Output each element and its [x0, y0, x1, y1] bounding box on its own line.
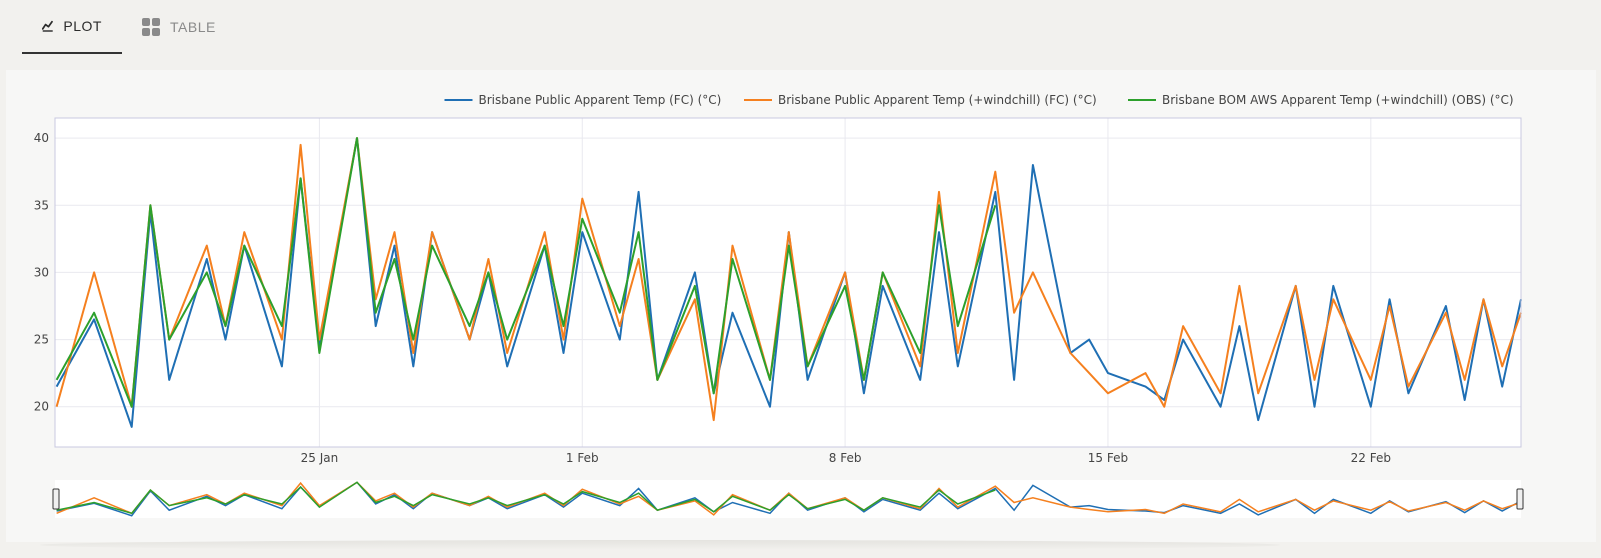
- y-tick-label: 35: [34, 198, 49, 212]
- x-tick-label: 1 Feb: [566, 451, 599, 465]
- range-slider-right-handle[interactable]: [1516, 488, 1524, 510]
- legend-label[interactable]: Brisbane Public Apparent Temp (FC) (°C): [479, 93, 722, 107]
- series-line-3[interactable]: [55, 137, 997, 408]
- x-tick-label: 25 Jan: [301, 451, 339, 465]
- x-tick-label: 22 Feb: [1351, 451, 1391, 465]
- range-slider-left-handle[interactable]: [52, 488, 60, 510]
- tab-table-label: TABLE: [170, 19, 216, 35]
- y-tick-label: 40: [34, 131, 49, 145]
- y-tick-label: 30: [34, 265, 49, 279]
- panel-shadow: [40, 540, 1280, 550]
- y-tick-label: 20: [34, 400, 49, 414]
- legend-label[interactable]: Brisbane Public Apparent Temp (+windchil…: [778, 93, 1097, 107]
- plot-border: [54, 117, 1522, 448]
- range-slider-track[interactable]: [55, 480, 1521, 518]
- x-tick-label: 15 Feb: [1088, 451, 1128, 465]
- table-grid-icon: [142, 18, 160, 36]
- tab-plot[interactable]: PLOT: [22, 0, 122, 54]
- legend-label[interactable]: Brisbane BOM AWS Apparent Temp (+windchi…: [1162, 93, 1514, 107]
- range-slider-series-3: [56, 481, 996, 515]
- series-line-2[interactable]: [55, 137, 1522, 422]
- tab-table[interactable]: TABLE: [122, 0, 236, 54]
- tab-plot-label: PLOT: [63, 18, 102, 34]
- y-tick-label: 25: [34, 333, 49, 347]
- view-tabs: PLOT TABLE: [22, 0, 236, 54]
- x-tick-label: 8 Feb: [829, 451, 862, 465]
- line-chart-icon: [42, 20, 53, 32]
- plot-area: [55, 118, 1521, 447]
